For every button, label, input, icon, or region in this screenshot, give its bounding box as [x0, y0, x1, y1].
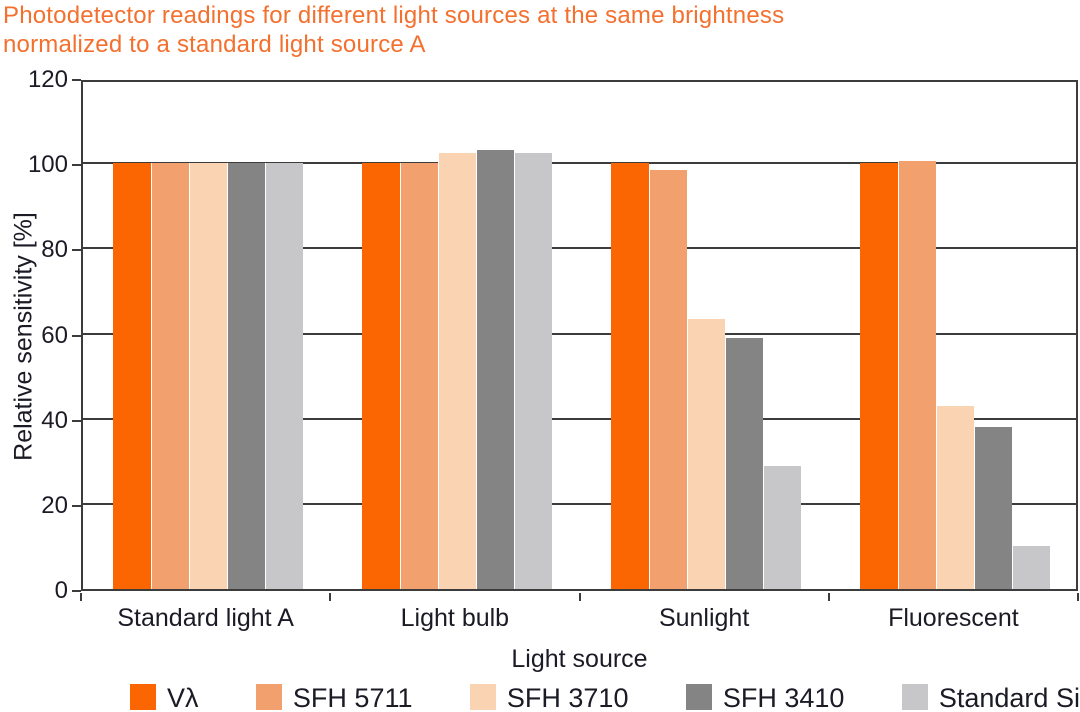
- y-axis-tick: [72, 79, 81, 81]
- x-axis-tick: [827, 593, 830, 601]
- x-category-label: Fluorescent: [888, 604, 1019, 632]
- gridline-40: [83, 417, 1076, 420]
- x-axis-title: Light source: [511, 645, 648, 673]
- bar: [611, 163, 650, 589]
- y-axis-tick: [72, 249, 81, 252]
- bar-group-0: [83, 82, 332, 589]
- bar: [399, 163, 438, 589]
- legend-item: SFH 3710: [469, 683, 629, 712]
- legend-swatch: [469, 684, 496, 710]
- legend-label: SFH 3710: [506, 683, 629, 712]
- y-tick-label: 20: [41, 491, 68, 519]
- y-tick-label: 60: [41, 321, 68, 349]
- x-axis-tick: [80, 593, 82, 601]
- legend-label: Standard Si: [938, 683, 1080, 712]
- legend-label: SFH 3410: [722, 683, 845, 712]
- y-axis-tick: [72, 590, 81, 592]
- x-axis-tick: [1077, 593, 1079, 601]
- bar: [513, 152, 552, 589]
- y-tick-label: 120: [27, 66, 68, 93]
- y-tick-label: 0: [54, 577, 68, 604]
- bar-group-1: [332, 82, 581, 589]
- bar: [264, 163, 303, 589]
- bar: [936, 405, 975, 589]
- bar: [361, 163, 400, 589]
- bar-group-2: [582, 82, 831, 589]
- gridline-80: [83, 247, 1076, 250]
- legend: Vλ SFH 5711 SFH 3710 SFH 3410 Standard Si: [130, 684, 1080, 712]
- legend-swatch: [255, 684, 282, 710]
- y-tick-label: 40: [41, 406, 68, 434]
- bar-group-3: [831, 82, 1080, 589]
- bar: [974, 427, 1013, 589]
- bar: [860, 163, 899, 589]
- legend-item: SFH 5711: [255, 683, 413, 712]
- y-axis-tick: [72, 334, 81, 337]
- gridline-100: [83, 162, 1076, 165]
- bar: [475, 150, 514, 589]
- x-category-label: Light bulb: [400, 604, 510, 632]
- bar: [226, 163, 265, 589]
- gridline-60: [83, 332, 1076, 335]
- legend-swatch: [901, 684, 928, 710]
- legend-label: SFH 5711: [292, 683, 413, 712]
- bar: [649, 169, 688, 589]
- bar: [112, 163, 151, 589]
- chart-title: Photodetector readings for different lig…: [3, 1, 784, 59]
- legend-swatch: [685, 684, 712, 710]
- chart-title-line-1: Photodetector readings for different lig…: [3, 2, 785, 29]
- bar: [687, 318, 726, 589]
- x-axis-tick: [329, 593, 332, 601]
- y-axis-tick: [72, 419, 81, 422]
- bar: [188, 163, 227, 589]
- x-category-label: Standard light A: [117, 604, 294, 632]
- legend-swatch: [130, 684, 156, 710]
- chart-title-line-2: normalized to a standard light source A: [3, 31, 426, 58]
- y-axis-tick: [72, 164, 81, 167]
- gridline-20: [83, 502, 1076, 505]
- bar: [763, 465, 802, 589]
- bar: [1012, 546, 1051, 589]
- x-axis-tick: [578, 593, 581, 601]
- y-tick-label: 100: [27, 151, 68, 179]
- legend-item: SFH 3410: [685, 683, 845, 712]
- bar: [725, 337, 764, 589]
- legend-item: Standard Si: [901, 683, 1080, 712]
- y-axis-tick: [72, 504, 81, 507]
- bar: [437, 152, 476, 589]
- legend-label: Vλ: [167, 683, 199, 712]
- bar: [898, 161, 937, 589]
- x-category-label: Sunlight: [658, 604, 750, 632]
- bar: [150, 163, 189, 589]
- legend-item: Vλ: [130, 684, 199, 712]
- y-tick-label: 80: [41, 236, 68, 264]
- plot-area: [81, 80, 1078, 591]
